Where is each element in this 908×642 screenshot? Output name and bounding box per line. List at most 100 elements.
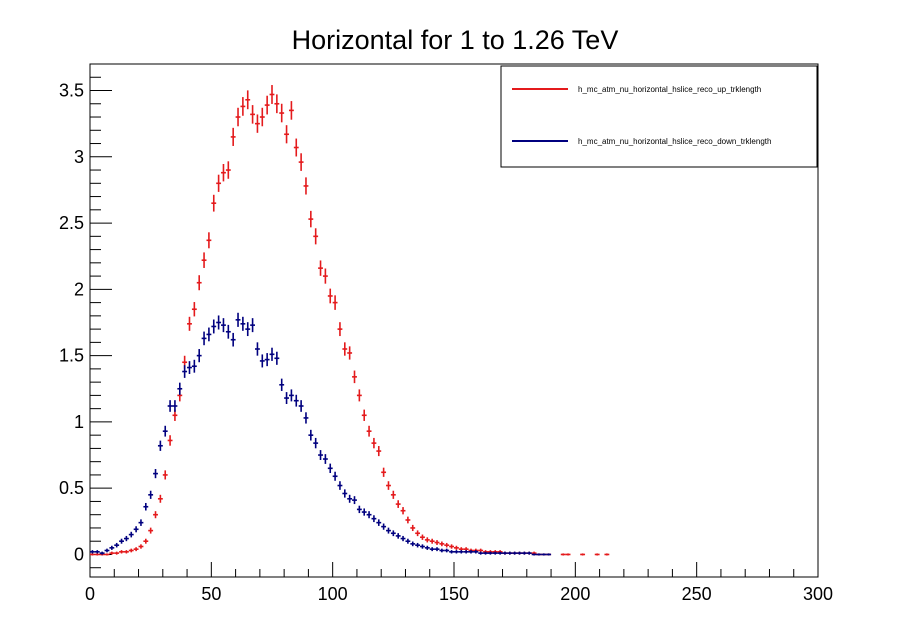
data-point — [381, 467, 387, 477]
data-point — [123, 535, 129, 542]
y-tick-label: 0.5 — [59, 478, 84, 498]
y-axis: 0 0.5 1 1.5 2 2.5 3 3.5 — [59, 76, 112, 569]
data-point — [313, 228, 319, 245]
data-point — [274, 94, 280, 114]
data-point — [395, 533, 401, 539]
data-point — [356, 505, 362, 514]
data-point — [386, 481, 391, 490]
data-point — [298, 400, 304, 412]
data-point — [288, 101, 294, 120]
data-point — [255, 342, 260, 356]
data-point — [449, 544, 454, 549]
data-point — [517, 551, 522, 555]
legend-label-down: h_mc_atm_nu_horizontal_hslice_reco_down_… — [578, 137, 771, 146]
data-point — [347, 494, 353, 503]
data-point — [536, 553, 542, 556]
x-tick-label: 250 — [682, 584, 712, 604]
data-point — [415, 530, 421, 537]
data-point — [201, 252, 207, 268]
data-point — [444, 542, 450, 548]
data-point — [332, 295, 338, 310]
data-point — [444, 548, 450, 553]
data-point — [594, 553, 600, 556]
data-series — [90, 85, 610, 556]
data-point — [284, 125, 289, 144]
data-point — [308, 210, 314, 228]
y-tick-label: 3 — [74, 147, 84, 167]
data-point — [138, 544, 144, 549]
x-tick-label: 200 — [560, 584, 590, 604]
data-point — [332, 471, 338, 481]
data-point — [206, 232, 212, 249]
data-point — [245, 322, 251, 337]
chart-title: Horizontal for 1 to 1.26 TeV — [292, 25, 619, 55]
data-point — [526, 551, 532, 555]
legend: h_mc_atm_nu_horizontal_hslice_reco_up_tr… — [500, 65, 818, 168]
data-point — [240, 316, 246, 331]
data-point — [250, 318, 256, 333]
data-point — [235, 107, 241, 127]
data-point — [157, 440, 163, 451]
data-point — [274, 351, 280, 365]
data-point — [269, 85, 275, 104]
data-point — [303, 177, 309, 195]
data-point — [507, 551, 513, 555]
data-point — [221, 318, 226, 333]
data-point — [153, 511, 158, 519]
data-point — [187, 316, 192, 331]
data-point — [371, 515, 377, 523]
data-point — [322, 268, 328, 284]
data-point — [434, 547, 440, 552]
data-point — [565, 553, 571, 556]
data-point — [293, 138, 299, 157]
data-point — [342, 489, 348, 498]
data-point — [284, 392, 289, 405]
data-point — [143, 502, 149, 511]
data-point — [269, 347, 275, 361]
data-point — [415, 542, 421, 548]
data-point — [94, 553, 100, 556]
data-point — [90, 550, 95, 554]
y-tick-label: 1 — [74, 412, 84, 432]
data-point — [133, 526, 139, 533]
data-point — [94, 550, 100, 554]
data-point — [157, 494, 163, 503]
data-point — [376, 519, 382, 526]
data-point — [128, 531, 134, 538]
data-point — [133, 547, 139, 552]
data-point — [386, 527, 391, 534]
data-point — [352, 496, 357, 505]
data-point — [405, 538, 411, 544]
data-point — [235, 312, 241, 327]
data-point — [521, 551, 527, 555]
data-point — [546, 553, 552, 556]
data-point — [303, 412, 309, 424]
data-point — [119, 538, 124, 544]
data-point — [318, 450, 323, 461]
data-point — [420, 544, 425, 549]
data-point — [400, 507, 406, 515]
data-point — [148, 527, 154, 534]
data-point — [390, 490, 396, 499]
data-point — [410, 524, 416, 532]
data-point — [206, 327, 212, 342]
y-tick-label: 2.5 — [59, 213, 84, 233]
data-point — [255, 114, 260, 133]
data-point — [259, 107, 265, 127]
data-point — [337, 481, 343, 490]
data-point — [119, 550, 124, 554]
data-point — [439, 541, 445, 547]
data-point — [177, 382, 183, 395]
data-point — [109, 551, 115, 555]
data-point — [279, 378, 285, 391]
data-point — [429, 547, 435, 552]
data-point — [502, 551, 508, 555]
y-tick-label: 0 — [74, 544, 84, 564]
data-point — [230, 127, 236, 146]
data-point — [114, 542, 120, 548]
legend-box — [500, 65, 818, 168]
data-point — [492, 551, 498, 555]
data-point — [454, 545, 459, 550]
data-point — [191, 359, 197, 373]
data-point — [201, 331, 207, 346]
